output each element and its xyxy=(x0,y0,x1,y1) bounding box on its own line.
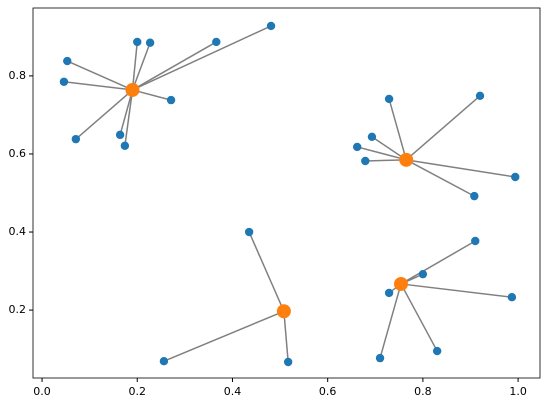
point xyxy=(432,346,442,356)
connector xyxy=(131,42,151,91)
connector xyxy=(405,159,475,197)
connector xyxy=(63,81,133,91)
point xyxy=(283,357,293,367)
connector xyxy=(400,240,476,285)
center xyxy=(125,82,140,97)
connector xyxy=(388,98,407,161)
point xyxy=(244,227,254,237)
y-tick-label: 0.6 xyxy=(9,147,27,160)
x-tick-label: 0.6 xyxy=(319,385,337,398)
connector xyxy=(131,41,139,91)
connector xyxy=(132,25,272,91)
point xyxy=(145,38,155,47)
connector xyxy=(400,283,438,352)
y-tick-label: 0.8 xyxy=(9,69,27,82)
point xyxy=(159,357,169,366)
center xyxy=(399,152,414,167)
point xyxy=(418,269,428,279)
connector xyxy=(124,89,134,146)
x-tick-label: 0.4 xyxy=(224,385,242,398)
connector xyxy=(406,159,516,178)
connector xyxy=(119,89,134,136)
y-tick-label: 0.2 xyxy=(9,303,27,316)
point xyxy=(384,288,394,298)
connector xyxy=(132,41,217,91)
point xyxy=(511,172,520,182)
connector xyxy=(379,283,402,359)
x-tick-label: 0.8 xyxy=(414,385,432,398)
point xyxy=(63,56,72,66)
center xyxy=(276,304,291,319)
point xyxy=(384,94,394,104)
point xyxy=(59,77,69,86)
x-tick-label: 0.2 xyxy=(129,385,147,398)
x-tick-label: 1.0 xyxy=(509,385,527,398)
point xyxy=(471,236,480,246)
plot-frame xyxy=(32,7,541,379)
center xyxy=(393,276,408,291)
connector xyxy=(75,89,133,140)
point xyxy=(352,142,362,152)
connector xyxy=(248,231,285,312)
connector xyxy=(66,60,133,91)
point xyxy=(133,37,142,47)
point xyxy=(361,156,370,166)
point xyxy=(475,91,485,101)
connector xyxy=(405,95,481,161)
point xyxy=(367,132,377,141)
x-tick-label: 0.0 xyxy=(33,385,51,398)
connector xyxy=(357,146,407,161)
point xyxy=(166,95,176,105)
connector xyxy=(283,311,289,363)
point xyxy=(375,353,385,363)
point xyxy=(266,21,276,31)
point xyxy=(470,191,479,201)
y-tick-label: 0.4 xyxy=(9,225,27,238)
point xyxy=(71,134,81,144)
point xyxy=(507,293,517,302)
connector xyxy=(163,310,285,362)
connector xyxy=(400,283,513,298)
point xyxy=(120,141,130,150)
point xyxy=(212,37,221,47)
point xyxy=(115,130,125,140)
